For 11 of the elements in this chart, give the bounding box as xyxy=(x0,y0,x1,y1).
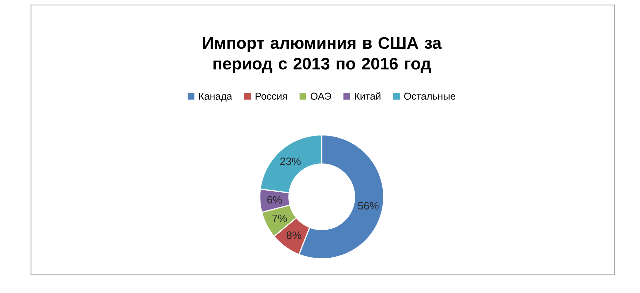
data-label: 56% xyxy=(358,202,379,210)
data-label: 8% xyxy=(286,232,302,240)
legend-label: Россия xyxy=(256,92,288,100)
legend-label: Канада xyxy=(199,92,232,102)
data-label: 23% xyxy=(280,158,301,166)
data-label: 6% xyxy=(268,196,282,204)
legend-label: Китай xyxy=(355,92,381,100)
legend-label: ОАЭ xyxy=(310,92,332,100)
chart-title: Импорт алюминия в США за период с 2013 по 2016 год xyxy=(203,37,442,73)
legend-label: Остальные xyxy=(404,92,456,100)
data-label: 7% xyxy=(272,214,288,222)
